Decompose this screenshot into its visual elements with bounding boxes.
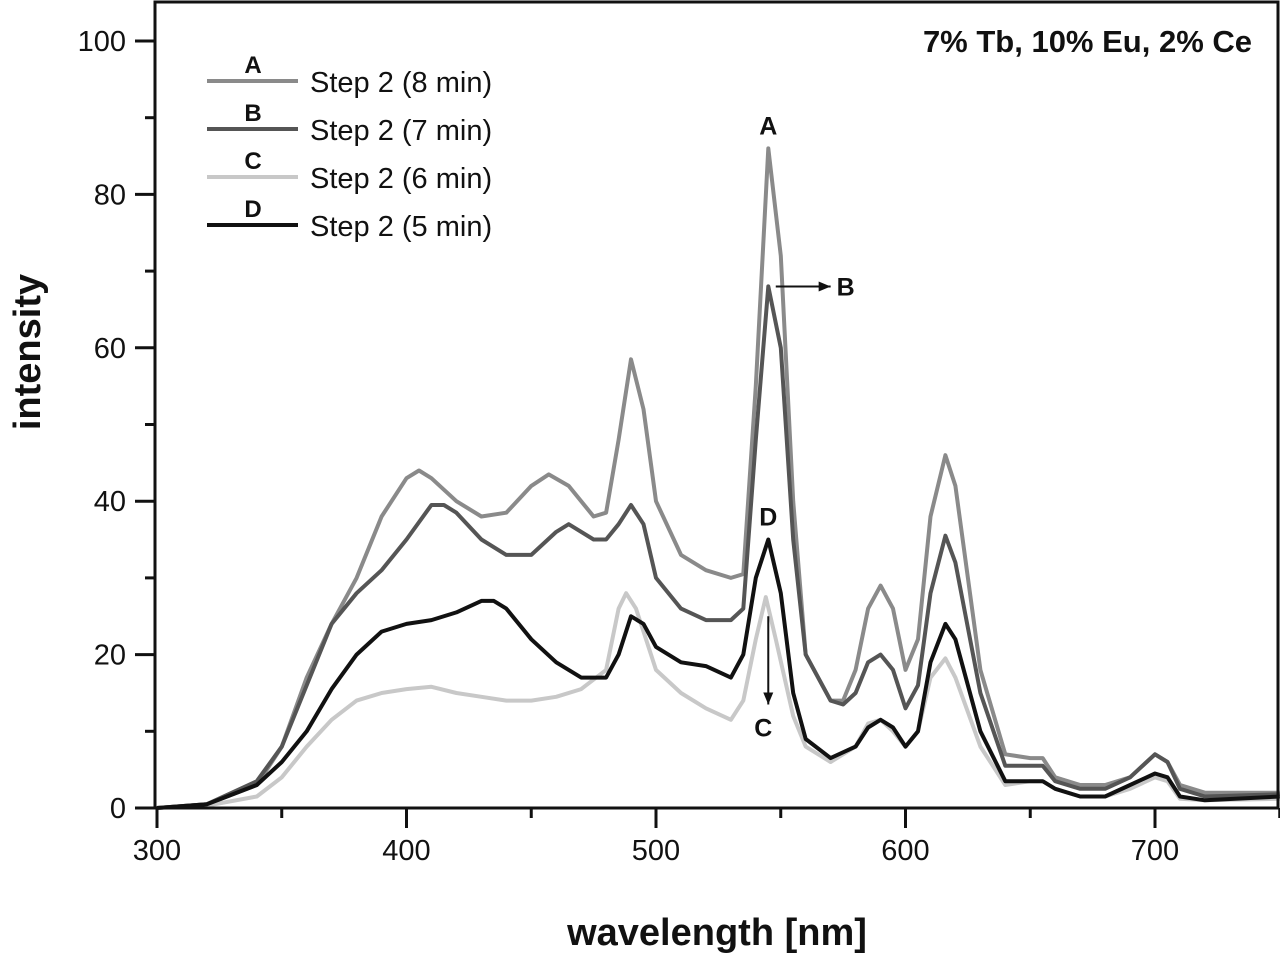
plot-frame [153,0,1280,810]
arrowhead-icon [763,692,774,705]
annotation-label: D [759,504,777,532]
y-tick-label: 40 [94,486,126,518]
y-axis: 0 20 40 60 80 100 [78,26,155,825]
series-line-d [156,537,1280,810]
legend-label: Step 2 (8 min) [310,67,492,99]
annotations: A B D C [754,112,854,742]
arrowhead-icon [818,281,831,292]
legend-label: Step 2 (7 min) [310,115,492,147]
legend-letter: B [244,100,261,127]
x-tick-label: 600 [881,835,929,867]
legend-letter: C [244,148,261,175]
x-tick-label: 500 [632,835,680,867]
annotation-label: B [837,273,855,301]
x-tick-label: 300 [133,835,181,867]
y-tick-label: 100 [78,26,126,58]
x-axis-label: wavelength [nm] [566,912,867,954]
y-tick-label: 20 [94,640,126,672]
legend-label: Step 2 (5 min) [310,211,492,243]
y-axis-label: intensity [7,274,49,430]
legend-letter: D [244,196,261,223]
x-tick-label: 700 [1131,835,1179,867]
annotation-label: C [754,714,772,742]
legend-label: Step 2 (6 min) [310,163,492,195]
legend-letter: A [244,52,261,79]
annotation-label: A [759,112,777,140]
y-tick-label: 80 [94,179,126,211]
series-lines [156,146,1280,810]
legend: A Step 2 (8 min) B Step 2 (7 min) C Step 2 (6… [207,52,492,243]
y-tick-label: 0 [110,793,126,825]
series-line-a [156,146,1280,810]
chart-title: 7% Tb, 10% Eu, 2% Ce [923,24,1252,59]
x-tick-label: 400 [382,835,430,867]
series-line-b [156,284,1280,810]
y-tick-label: 60 [94,333,126,365]
x-axis: 300 400 500 600 700 [133,808,1280,867]
